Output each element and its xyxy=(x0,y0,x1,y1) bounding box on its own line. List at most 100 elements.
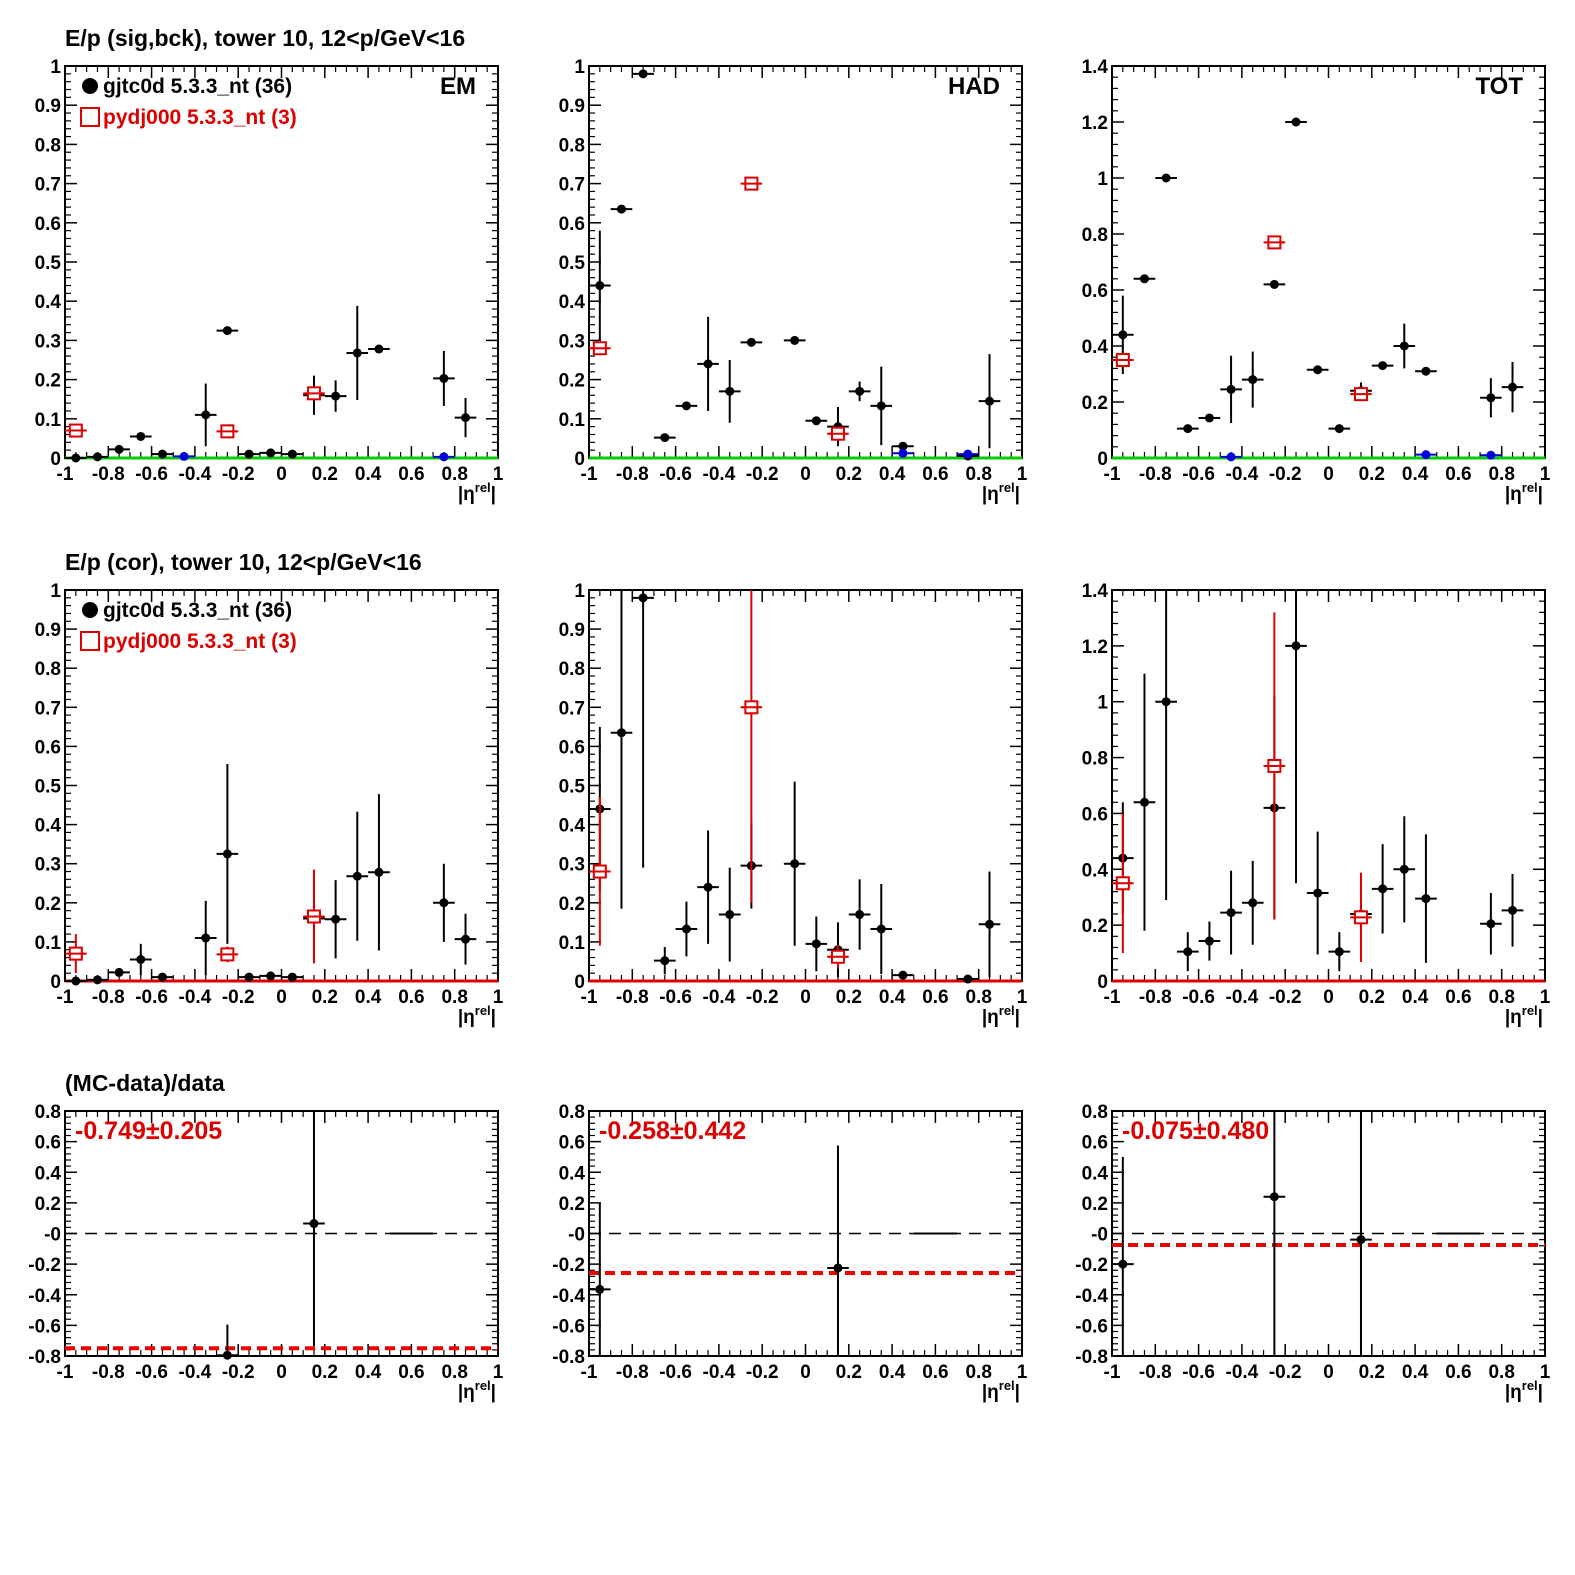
y-tick-label: 0.6 xyxy=(35,737,61,758)
dot-marker xyxy=(1269,279,1279,289)
y-tick-label: 0.4 xyxy=(35,1163,62,1184)
legend-marker xyxy=(80,107,100,127)
x-tick-label: 0 xyxy=(276,1362,287,1383)
x-tick-label: -0.6 xyxy=(1182,987,1215,1008)
data-point xyxy=(1133,673,1156,931)
data-point xyxy=(108,444,130,454)
x-tick-label: 0.4 xyxy=(879,464,906,485)
y-tick-label: 0.4 xyxy=(35,292,62,313)
x-tick-label: -0.2 xyxy=(1269,464,1302,485)
y-tick-label: 0.6 xyxy=(1082,1133,1108,1154)
dot-marker xyxy=(222,1350,232,1360)
y-tick-label: 0.7 xyxy=(35,175,61,196)
y-tick-label: 0.2 xyxy=(35,371,61,392)
data-point xyxy=(1285,590,1307,884)
panel-tag: TOT xyxy=(1475,73,1523,100)
data-point xyxy=(653,946,676,975)
dot-marker xyxy=(331,391,341,401)
dot-marker xyxy=(287,449,297,459)
data-point xyxy=(632,69,654,79)
dot-marker xyxy=(92,452,102,462)
dot-marker xyxy=(71,453,81,463)
y-tick-label: 0.6 xyxy=(35,214,61,235)
data-point xyxy=(281,449,304,459)
dot-marker xyxy=(1248,375,1258,385)
x-tick-label: 0.4 xyxy=(1402,987,1429,1008)
y-tick-label: 0.4 xyxy=(1082,337,1109,358)
data-point xyxy=(1285,117,1307,127)
y-tick-label: -0.4 xyxy=(1075,1286,1108,1307)
data-point xyxy=(827,426,849,441)
x-tick-label: 0.6 xyxy=(922,987,948,1008)
y-tick-label: -0.6 xyxy=(1075,1316,1108,1337)
x-tick-label: 0.8 xyxy=(1488,464,1514,485)
y-tick-label: 0.5 xyxy=(35,777,62,798)
data-point xyxy=(783,781,806,946)
y-tick-label: 0.6 xyxy=(559,1133,585,1154)
y-tick-label: 0 xyxy=(1097,972,1108,993)
y-tick-label: 0.4 xyxy=(1082,860,1109,881)
data-point xyxy=(1350,1111,1372,1356)
x-tick-label: 0.6 xyxy=(1445,1362,1471,1383)
data-point xyxy=(129,431,152,441)
y-tick-label: 0.4 xyxy=(559,1163,586,1184)
y-tick-label: 1.2 xyxy=(1082,637,1108,658)
x-tick-label: 0.6 xyxy=(398,464,424,485)
legend-label: pydj000 5.3.3_nt (3) xyxy=(103,106,297,129)
dot-marker xyxy=(179,451,189,461)
data-point xyxy=(1371,361,1394,371)
x-axis-label: |ηrel| xyxy=(458,1003,496,1028)
y-tick-label: 0.3 xyxy=(35,855,61,876)
y-tick-label: -0.8 xyxy=(552,1347,585,1368)
x-tick-label: -0.4 xyxy=(179,1362,212,1383)
data-point xyxy=(433,863,455,942)
plot-frame xyxy=(588,65,1023,459)
y-tick-label: 0.2 xyxy=(35,1194,61,1215)
y-tick-label: 1.4 xyxy=(1082,57,1109,78)
y-tick-label: 0.4 xyxy=(35,816,62,837)
x-tick-label: -0.4 xyxy=(703,1362,736,1383)
dot-marker xyxy=(1161,173,1171,183)
data-point xyxy=(675,401,698,411)
data-point xyxy=(1176,932,1199,972)
dot-marker xyxy=(616,728,626,738)
dot-marker xyxy=(1421,366,1431,376)
data-point xyxy=(1263,1111,1286,1356)
y-tick-label: 0.3 xyxy=(559,855,585,876)
y-tick-label: 0.2 xyxy=(35,894,61,915)
x-tick-label: -0.2 xyxy=(1269,987,1302,1008)
data-point xyxy=(1415,366,1437,376)
y-tick-label: -0 xyxy=(44,1225,61,1246)
y-tick-label: 0.8 xyxy=(35,659,61,680)
x-tick-label: 0.8 xyxy=(1488,1362,1514,1383)
data-point xyxy=(324,880,347,959)
data-point xyxy=(632,590,654,868)
y-tick-label: 1.4 xyxy=(1082,581,1109,602)
data-point xyxy=(454,398,477,438)
dot-marker xyxy=(266,448,276,458)
data-point xyxy=(1501,361,1524,413)
x-tick-label: 0 xyxy=(276,987,287,1008)
y-tick-label: 0.6 xyxy=(559,737,585,758)
x-tick-label: 0.2 xyxy=(312,1362,338,1383)
dot-marker xyxy=(1183,424,1193,434)
dot-marker xyxy=(439,373,449,383)
dot-marker xyxy=(898,970,908,980)
data-point xyxy=(1241,860,1264,945)
legend-label: gjtc0d 5.3.3_nt (36) xyxy=(103,75,292,98)
dot-marker xyxy=(309,1219,319,1229)
dot-marker xyxy=(1508,382,1518,392)
x-tick-label: 1 xyxy=(1017,987,1028,1008)
data-point xyxy=(303,869,325,964)
x-tick-label: 0.8 xyxy=(965,464,991,485)
x-tick-label: 0.2 xyxy=(1359,464,1385,485)
dot-marker xyxy=(461,934,471,944)
data-point xyxy=(718,867,741,962)
dot-marker xyxy=(1118,330,1128,340)
legend-label: gjtc0d 5.3.3_nt (36) xyxy=(103,599,292,622)
data-point xyxy=(1112,353,1134,367)
dot-marker xyxy=(898,441,908,451)
legend-marker xyxy=(80,631,100,651)
y-tick-label: -0.4 xyxy=(552,1286,585,1307)
